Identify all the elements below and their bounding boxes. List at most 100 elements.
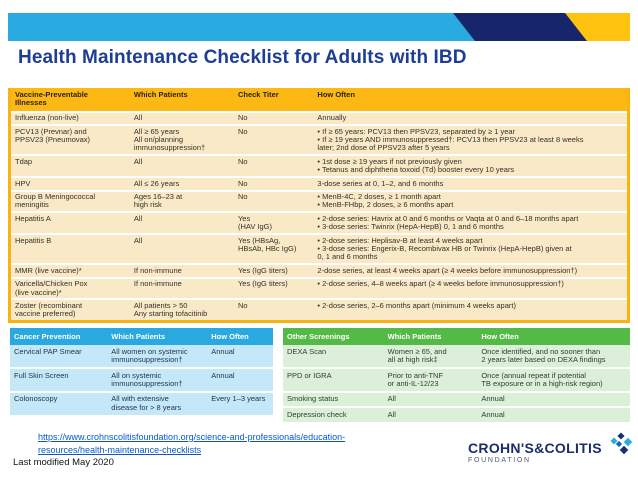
cell-illness: Tdap bbox=[15, 156, 33, 166]
cell-illness: MMR (live vaccine)* bbox=[15, 265, 82, 275]
cell-often: • 2-dose series, 2–6 months apart (minim… bbox=[317, 300, 516, 310]
table-row-tdap: Tdap All No • 1st dose ≥ 19 years if not… bbox=[11, 156, 627, 179]
vaccine-header-which-patients: Which Patients bbox=[133, 90, 188, 99]
cell-often: 2-dose series, at least 4 weeks apart (≥… bbox=[317, 265, 578, 275]
table-row-hepatitis-b: Hepatitis B All Yes (HBsAg, HBsAb, HBc I… bbox=[11, 235, 627, 266]
cell-screen: Smoking status bbox=[287, 394, 339, 404]
header-banner bbox=[8, 13, 630, 41]
cell-patients: All bbox=[387, 409, 396, 419]
cell-illness: PCV13 (Prevnar) and PPSV23 (Pneumovax) bbox=[15, 126, 91, 145]
cell-titer: No bbox=[237, 192, 248, 202]
foundation-logo-wordmark: CROHN'S&COLITIS bbox=[468, 440, 602, 456]
cell-illness: Group B Meningococcal meningitis bbox=[15, 192, 96, 210]
cell-illness: HPV bbox=[15, 178, 31, 188]
cell-patients: All bbox=[387, 394, 396, 404]
table-row-smoking: Smoking status All Annual bbox=[283, 392, 630, 409]
cell-often: Once (annual repeat if potential TB expo… bbox=[481, 370, 603, 389]
cell-illness: Hepatitis B bbox=[15, 235, 52, 245]
table-row-ppd-igra: PPD or IGRA Prior to anti-TNF or anti-IL… bbox=[283, 369, 630, 393]
cell-titer: No bbox=[237, 113, 248, 123]
cell-often: • 1st dose ≥ 19 years if not previously … bbox=[317, 156, 515, 175]
table-row-hpv: HPV All ≤ 26 years No 3-dose series at 0… bbox=[11, 178, 627, 192]
cell-patients: All with extensive disease for > 8 years bbox=[111, 394, 182, 412]
other-screenings-table: Other Screenings Which Patients How Ofte… bbox=[283, 328, 630, 424]
table-row-zoster: Zoster (recombinant vaccine preferred) A… bbox=[11, 300, 627, 321]
cell-titer: No bbox=[237, 156, 248, 166]
foundation-logo-subtext: FOUNDATION bbox=[468, 457, 531, 464]
table-row-pcv13-ppsv23: PCV13 (Prevnar) and PPSV23 (Pneumovax) A… bbox=[11, 126, 627, 157]
page-title: Health Maintenance Checklist for Adults … bbox=[18, 47, 467, 68]
last-modified-text: Last modified May 2020 bbox=[13, 457, 114, 468]
screenings-header-title: Other Screenings bbox=[287, 331, 350, 341]
cell-often: • 2-dose series, 4–8 weeks apart (≥ 4 we… bbox=[317, 279, 564, 289]
table-row-depression: Depression check All Annual bbox=[283, 408, 630, 424]
vaccine-table: Vaccine-Preventable Illnesses Which Pati… bbox=[8, 88, 630, 324]
table-row-influenza: Influenza (non-live) All No Annually bbox=[11, 112, 627, 127]
cell-patients: All bbox=[133, 235, 143, 245]
table-row-meningococcal: Group B Meningococcal meningitis Ages 16… bbox=[11, 191, 627, 214]
cancer-header-how-often: How Often bbox=[211, 331, 249, 341]
cell-patients: Ages 16–23 at high risk bbox=[133, 192, 183, 210]
vaccine-header-illnesses: Vaccine-Preventable Illnesses bbox=[15, 90, 88, 108]
cell-often: Annual bbox=[211, 370, 235, 380]
cell-patients: Women ≥ 65, and all at high risk‡ bbox=[387, 346, 447, 365]
cell-often: Annual bbox=[481, 394, 505, 404]
cell-screen: Cervical PAP Smear bbox=[14, 346, 82, 356]
table-row-colonoscopy: Colonoscopy All with extensive disease f… bbox=[10, 392, 273, 417]
cell-patients: If non-immune bbox=[133, 279, 182, 289]
table-row-skin-screen: Full Skin Screen All on systemic immunos… bbox=[10, 369, 273, 393]
cell-illness: Varicella/Chicken Pox (live vaccine)* bbox=[15, 279, 88, 297]
cell-often: • If ≥ 65 years: PCV13 then PPSV23, sepa… bbox=[317, 126, 584, 153]
cell-illness: Zoster (recombinant vaccine preferred) bbox=[15, 300, 83, 319]
cell-patients: Prior to anti-TNF or anti-IL-12/23 bbox=[387, 370, 444, 389]
foundation-logo: CROHN'S&COLITIS FOUNDATION bbox=[468, 432, 633, 474]
cell-patients: All women on systemic immunosuppression† bbox=[111, 346, 188, 365]
cell-titer: No bbox=[237, 126, 248, 136]
cell-often: 3-dose series at 0, 1–2, and 6 months bbox=[317, 178, 444, 188]
cell-titer: No bbox=[237, 300, 248, 310]
cell-titer: No bbox=[237, 178, 248, 188]
cell-titer: Yes (IgG titers) bbox=[237, 265, 288, 275]
cell-patients: All bbox=[133, 213, 143, 223]
cancer-prevention-table: Cancer Prevention Which Patients How Oft… bbox=[10, 328, 273, 417]
banner-navy-segment bbox=[453, 13, 587, 41]
cell-often: Once identified, and no sooner than 2 ye… bbox=[481, 346, 606, 365]
screenings-header-how-often: How Often bbox=[481, 331, 519, 341]
cell-screen: Full Skin Screen bbox=[14, 370, 69, 380]
vaccine-header-how-often: How Often bbox=[317, 90, 355, 99]
resources-link[interactable]: https://www.crohnscolitisfoundation.org/… bbox=[38, 432, 346, 455]
cell-patients: All ≥ 65 years All on/planning immunosup… bbox=[133, 126, 206, 153]
table-row-hepatitis-a: Hepatitis A All Yes (HAV IgG) • 2-dose s… bbox=[11, 213, 627, 236]
cell-screen: PPD or IGRA bbox=[287, 370, 332, 380]
table-row-cervical-pap: Cervical PAP Smear All women on systemic… bbox=[10, 345, 273, 370]
cancer-table-header-row: Cancer Prevention Which Patients How Oft… bbox=[10, 328, 273, 346]
cancer-header-which-patients: Which Patients bbox=[111, 331, 166, 341]
cell-screen: Depression check bbox=[287, 409, 347, 419]
cell-patients: All ≤ 26 years bbox=[133, 178, 180, 188]
cell-screen: Colonoscopy bbox=[14, 394, 58, 404]
cell-illness: Hepatitis A bbox=[15, 213, 51, 223]
screenings-table-header-row: Other Screenings Which Patients How Ofte… bbox=[283, 328, 630, 346]
cancer-header-title: Cancer Prevention bbox=[14, 331, 81, 341]
cell-patients: All on systemic immunosuppression† bbox=[111, 370, 183, 389]
cell-patients: If non-immune bbox=[133, 265, 182, 275]
vaccine-header-check-titer: Check Titer bbox=[237, 90, 279, 99]
cell-often: Annual bbox=[211, 346, 235, 356]
table-row-varicella: Varicella/Chicken Pox (live vaccine)* If… bbox=[11, 278, 627, 301]
cell-titer: Yes (IgG titers) bbox=[237, 279, 288, 289]
cell-often: Every 1–3 years bbox=[211, 394, 266, 404]
foundation-star-icon bbox=[610, 432, 633, 455]
cell-illness: Influenza (non-live) bbox=[15, 113, 79, 123]
cell-screen: DEXA Scan bbox=[287, 346, 327, 356]
table-row-dexa: DEXA Scan Women ≥ 65, and all at high ri… bbox=[283, 345, 630, 370]
cell-often: Annually bbox=[317, 113, 347, 123]
cell-often: • 2-dose series: Havrix at 0 and 6 month… bbox=[317, 213, 579, 232]
vaccine-table-header-row: Vaccine-Preventable Illnesses Which Pati… bbox=[11, 88, 627, 113]
cell-titer: Yes (HBsAg, HBsAb, HBc IgG) bbox=[237, 235, 297, 253]
table-row-mmr: MMR (live vaccine)* If non-immune Yes (I… bbox=[11, 265, 627, 279]
cell-often: • 2-dose series: Heplisav-B at least 4 w… bbox=[317, 235, 572, 262]
cell-patients: All bbox=[133, 156, 143, 166]
cell-patients: All bbox=[133, 113, 143, 123]
cell-often: Annual bbox=[481, 409, 505, 419]
cell-often: • MenB-4C, 2 doses, ≥ 1 month apart • Me… bbox=[317, 192, 454, 210]
